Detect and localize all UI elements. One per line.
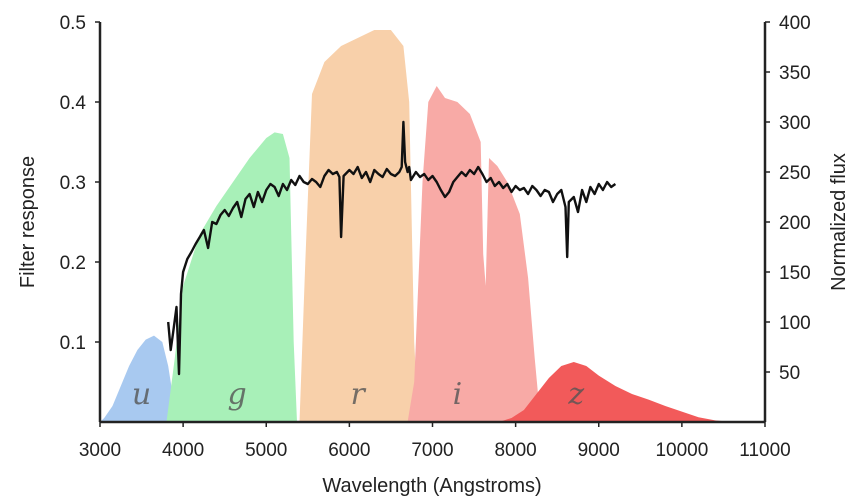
left-tick-labels: 0.1 0.2 0.3 0.4 0.5 (60, 13, 100, 354)
band-label-i: i (453, 377, 463, 412)
right-tick-label: 150 (779, 263, 811, 284)
band-label-g: g (228, 377, 247, 412)
spectrum-line (167, 120, 617, 376)
x-tick-label: 6000 (328, 440, 370, 461)
filter-u-area (100, 335, 179, 422)
right-tick-labels: 50 100 150 200 250 300 350 400 (765, 13, 811, 384)
filter-i-area (407, 86, 541, 422)
right-tick-label: 250 (779, 163, 811, 184)
right-tick-label: 100 (779, 313, 811, 334)
left-axis-title: Filter response (17, 156, 39, 288)
right-tick-label: 200 (779, 213, 811, 234)
left-tick-label: 0.3 (60, 173, 86, 194)
left-tick-label: 0.5 (60, 13, 86, 34)
filter-z-area (499, 362, 732, 422)
filter-curves (100, 30, 732, 422)
x-tick-label: 9000 (578, 440, 620, 461)
filter-r-area (299, 30, 419, 422)
x-tick-labels: 3000 4000 5000 6000 7000 8000 9000 10000 11000 (79, 422, 791, 461)
x-tick-label: 10000 (655, 440, 708, 461)
left-tick-label: 0.4 (60, 93, 87, 114)
left-tick-label: 0.2 (60, 253, 86, 274)
x-tick-label: 4000 (162, 440, 204, 461)
right-tick-label: 300 (779, 113, 811, 134)
x-tick-label: 11000 (739, 440, 790, 461)
right-tick-label: 400 (779, 13, 811, 34)
x-tick-label: 8000 (494, 440, 536, 461)
x-tick-label: 7000 (411, 440, 453, 461)
x-tick-label: 5000 (245, 440, 287, 461)
right-tick-label: 50 (779, 363, 800, 384)
band-label-u: u (132, 377, 151, 412)
right-axis-title: Normalized flux (828, 153, 850, 291)
x-axis-title: Wavelength (Angstroms) (322, 475, 541, 497)
right-tick-label: 350 (779, 63, 811, 84)
x-tick-label: 3000 (79, 440, 121, 461)
left-tick-label: 0.1 (60, 333, 86, 354)
filter-g-area (166, 132, 297, 422)
band-label-z: z (567, 377, 584, 412)
band-label-r: r (351, 377, 367, 412)
spectrum-layer (167, 120, 617, 376)
